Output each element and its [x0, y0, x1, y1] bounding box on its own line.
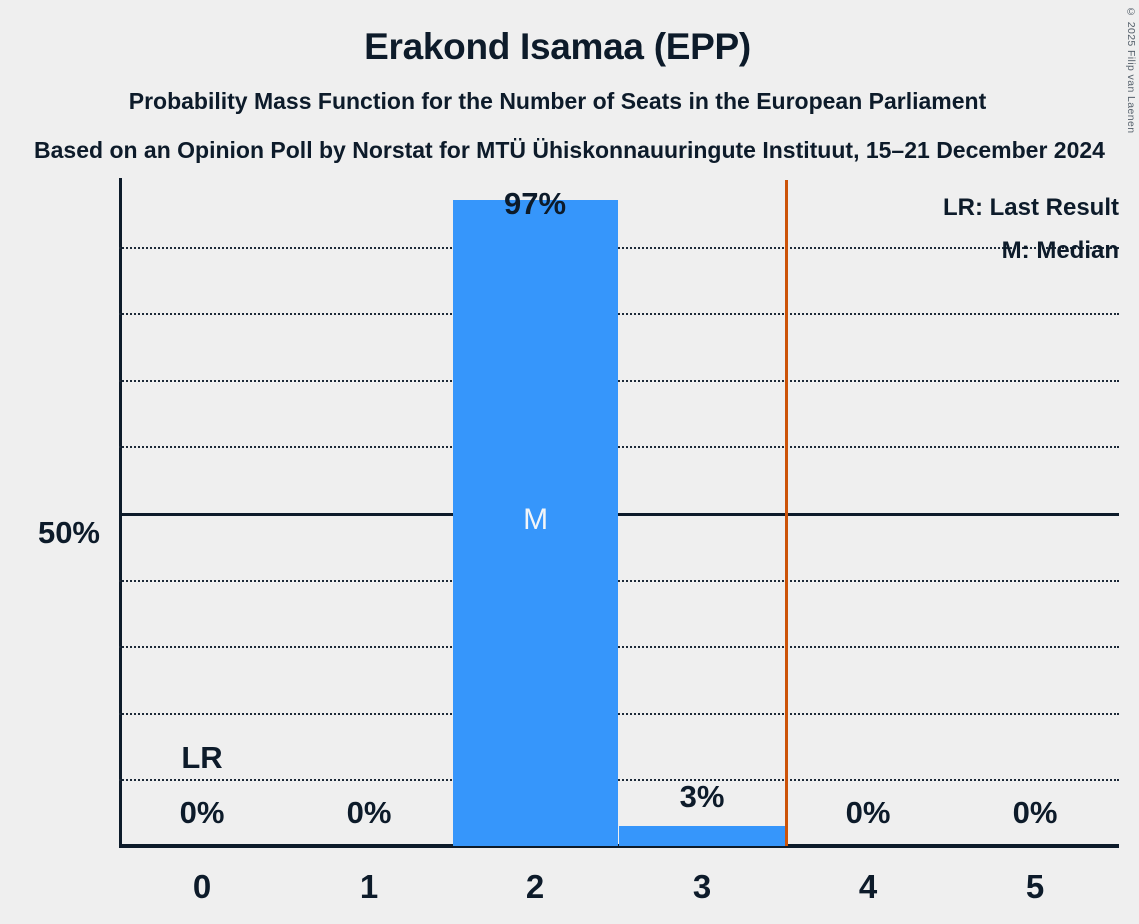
gridline-20 — [119, 712, 1119, 715]
gridline-80 — [119, 313, 1119, 316]
bar-value-label-3: 3% — [679, 779, 725, 814]
legend-entry-median: M: Median — [1001, 237, 1119, 264]
x-tick-label-3: 3 — [692, 868, 712, 905]
gridline-60 — [119, 446, 1119, 449]
x-axis-line — [119, 844, 1119, 848]
x-tick-label-2: 2 — [525, 868, 545, 905]
legend: LR: Last Result M: Median — [943, 186, 1119, 272]
x-tick-label-5: 5 — [1025, 868, 1045, 905]
last-result-line — [785, 180, 788, 846]
gridline-10 — [119, 779, 1119, 782]
bar-value-label-0: 0% — [179, 795, 225, 830]
y-axis-tick-label-50: 50% — [37, 515, 100, 550]
gridline-30 — [119, 646, 1119, 649]
median-marker-label: M — [523, 503, 549, 536]
legend-entry-last-result: LR: Last Result — [942, 194, 1119, 221]
chart-subtitle: Probability Mass Function for the Number… — [128, 88, 987, 114]
gridline-40 — [119, 579, 1119, 582]
bar-value-label-2: 97% — [503, 186, 567, 221]
bar-value-label-5: 0% — [1012, 795, 1058, 830]
plot-area: M — [119, 180, 1119, 846]
page-title: Erakond Isamaa (EPP) — [364, 26, 751, 67]
gridline-50-major — [119, 513, 1119, 516]
x-tick-label-4: 4 — [858, 868, 878, 905]
last-result-marker-label: LR — [181, 740, 223, 775]
copyright-notice: © 2025 Filip van Laenen — [1125, 6, 1137, 134]
bar-value-label-1: 0% — [346, 795, 392, 830]
x-tick-label-1: 1 — [359, 868, 379, 905]
bar-2[interactable]: M — [452, 200, 619, 846]
chart-source-note: Based on an Opinion Poll by Norstat for … — [34, 137, 1105, 163]
gridline-90 — [119, 246, 1119, 249]
bar-3[interactable] — [619, 826, 786, 846]
x-tick-label-0: 0 — [192, 868, 212, 905]
gridline-70 — [119, 379, 1119, 382]
bar-value-label-4: 0% — [845, 795, 891, 830]
